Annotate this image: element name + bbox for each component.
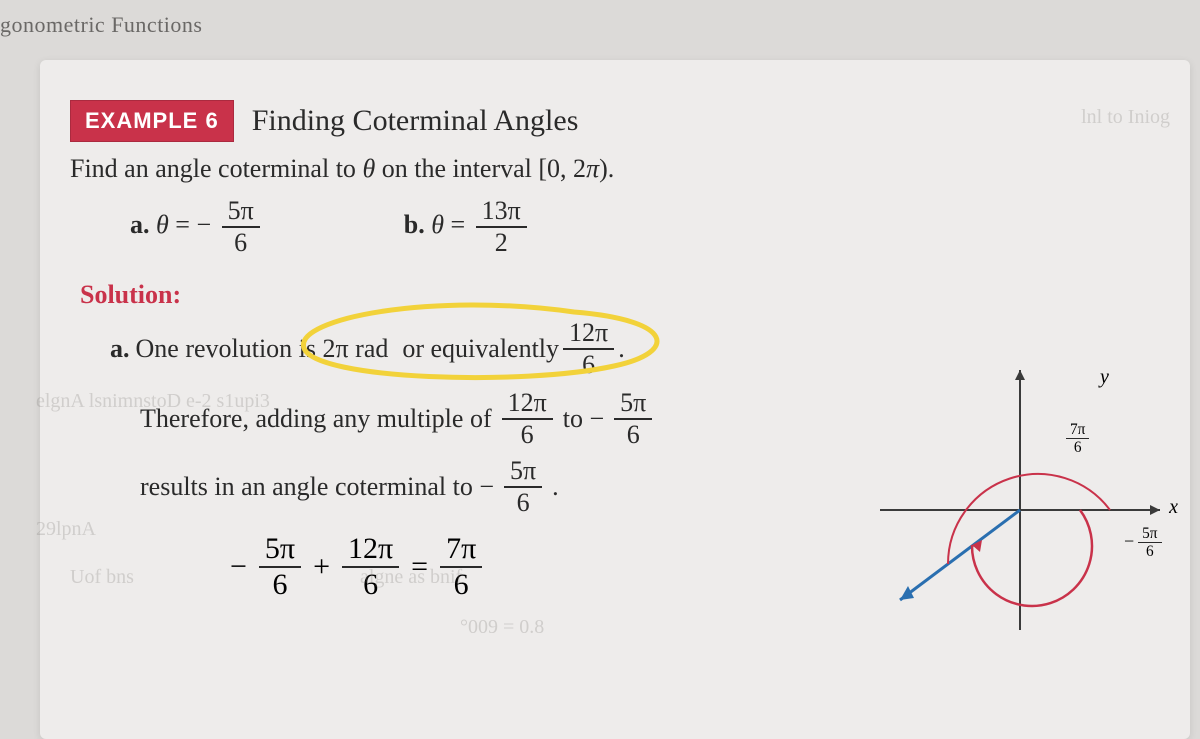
arc2-num: 5π xyxy=(1138,526,1161,543)
sol2-to: to − xyxy=(563,404,604,434)
sol3-num: 5π xyxy=(504,458,542,488)
prompt-theta: θ xyxy=(362,154,375,183)
eq-t3-den: 6 xyxy=(448,568,475,600)
part-b-label: b. xyxy=(404,210,425,239)
coord-svg xyxy=(860,340,1180,640)
sol2-frac1: 12π 6 xyxy=(502,390,553,448)
part-b-den: 2 xyxy=(489,228,514,256)
arc1-num: 7π xyxy=(1066,422,1089,439)
sol1-fraction: 12π 6 xyxy=(563,320,614,378)
part-a: a. θ = − 5π 6 xyxy=(130,198,264,256)
arc1-den: 6 xyxy=(1070,439,1086,455)
coordinate-diagram: y x 7π 6 − 5π 6 xyxy=(860,340,1180,640)
eq-t3-num: 7π xyxy=(440,534,482,568)
eq-eq: = xyxy=(411,550,428,584)
part-a-fraction: 5π 6 xyxy=(222,198,260,256)
eq-minus: − xyxy=(230,550,247,584)
arc-label-7pi6: 7π 6 xyxy=(1062,422,1093,456)
highlight-annotation: or equivalently 12π 6 . xyxy=(394,318,632,380)
eq-t2-den: 6 xyxy=(357,568,384,600)
arc2-den: 6 xyxy=(1142,543,1158,559)
eq-t1: 5π 6 xyxy=(259,534,301,600)
sol1-label: a. xyxy=(110,334,130,364)
ghost-text-6: 29lpnA xyxy=(36,518,96,541)
arc-label-5pi6: − 5π 6 xyxy=(1124,526,1166,560)
sol2-frac2-den: 6 xyxy=(621,420,646,448)
page-header-fragment: gonometric Functions xyxy=(0,12,202,38)
part-b: b. θ = 13π 2 xyxy=(404,198,531,256)
sol2-frac2: 5π 6 xyxy=(614,390,652,448)
prompt-suffix: ). xyxy=(599,154,614,183)
x-axis-label: x xyxy=(1169,496,1178,519)
sol3-den: 6 xyxy=(511,488,536,516)
part-a-theta: θ xyxy=(156,210,169,239)
example-badge: EXAMPLE 6 xyxy=(70,100,234,142)
sol1-num: 12π xyxy=(563,320,614,350)
example-heading-row: EXAMPLE 6 Finding Coterminal Angles xyxy=(70,100,1160,142)
part-a-den: 6 xyxy=(228,228,253,256)
eq-t1-num: 5π xyxy=(259,534,301,568)
sol2-frac1-num: 12π xyxy=(502,390,553,420)
ghost-text-7: Uof bns xyxy=(70,566,134,589)
eq-t3: 7π 6 xyxy=(440,534,482,600)
eq-t2-num: 12π xyxy=(342,534,399,568)
part-a-label: a. xyxy=(130,210,150,239)
sol1-dot: . xyxy=(618,334,625,364)
sol2-frac1-den: 6 xyxy=(515,420,540,448)
eq-t2: 12π 6 xyxy=(342,534,399,600)
part-b-num: 13π xyxy=(476,198,527,228)
part-a-num: 5π xyxy=(222,198,260,228)
example-prompt: Find an angle coterminal to θ on the int… xyxy=(70,154,1160,184)
ghost-text-4: °009 = 0.8 xyxy=(460,616,544,639)
page-body: EXAMPLE 6 Finding Coterminal Angles Find… xyxy=(40,60,1190,739)
sol1-or-equiv: or equivalently xyxy=(402,334,559,364)
sol3-frac: 5π 6 xyxy=(504,458,542,516)
example-title: Finding Coterminal Angles xyxy=(252,104,579,138)
sol1-text: One revolution is 2π rad xyxy=(136,334,389,364)
sol3-dot: . xyxy=(552,472,559,502)
sol2-frac2-num: 5π xyxy=(614,390,652,420)
parts-row: a. θ = − 5π 6 b. θ = 13π 2 xyxy=(130,198,1160,256)
sol1-den: 6 xyxy=(576,350,601,378)
sol2-text: Therefore, adding any multiple of xyxy=(140,404,492,434)
part-a-eq: = − xyxy=(169,210,211,239)
part-b-fraction: 13π 2 xyxy=(476,198,527,256)
part-b-theta: θ xyxy=(431,210,444,239)
solution-heading: Solution: xyxy=(80,280,1160,310)
sol3-text: results in an angle coterminal to − xyxy=(140,472,494,502)
eq-t1-den: 6 xyxy=(267,568,294,600)
prompt-pi: π xyxy=(586,154,599,183)
part-b-eq: = xyxy=(444,210,472,239)
y-axis-label: y xyxy=(1100,366,1109,389)
prompt-mid: on the interval [0, 2 xyxy=(375,154,586,183)
eq-plus: + xyxy=(313,550,330,584)
prompt-prefix: Find an angle coterminal to xyxy=(70,154,362,183)
